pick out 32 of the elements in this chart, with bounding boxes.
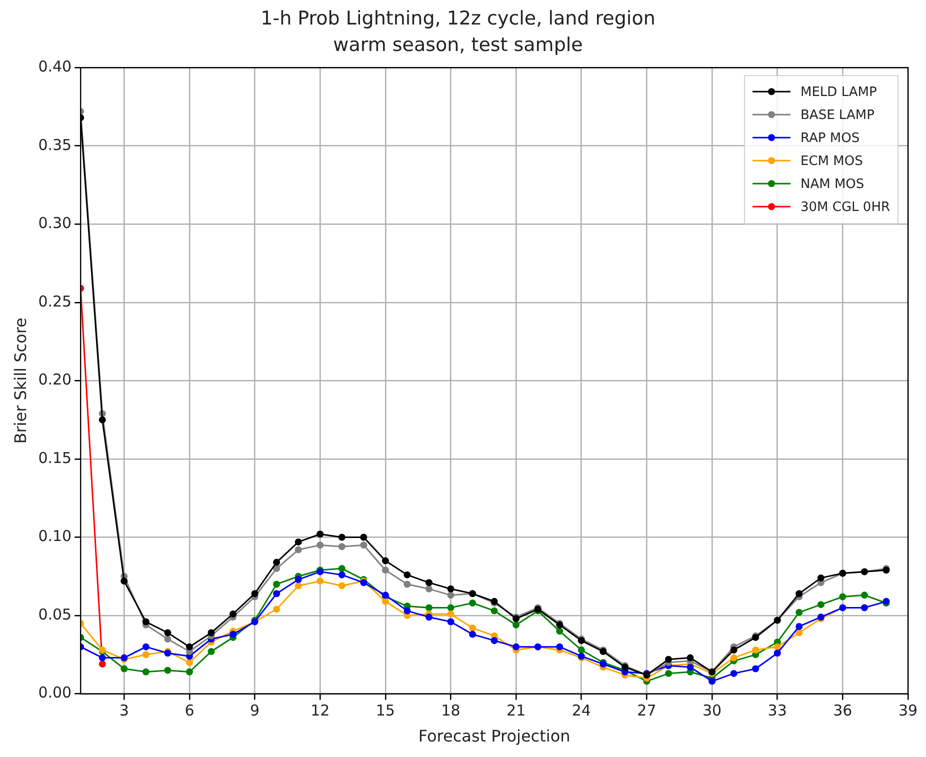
x-tick-label: 6 (184, 702, 194, 720)
x-tick-label: 39 (898, 702, 918, 720)
y-tick-label: 0.30 (38, 214, 72, 232)
y-tick-label: 0.25 (38, 292, 72, 310)
y-tick-label: 0.10 (38, 527, 72, 546)
y-tick-label: 0.35 (38, 136, 72, 154)
y-axis-title: Brier Skill Score (10, 318, 30, 444)
y-tick-label: 0.00 (38, 684, 72, 702)
x-tick-label: 24 (572, 702, 591, 720)
x-tick-label: 33 (768, 702, 787, 720)
y-tick-label: 0.05 (38, 605, 72, 624)
chart-title: 1-h Prob Lightning, 12z cycle, land region (260, 7, 656, 30)
legend-label: RAP MOS (800, 130, 860, 146)
x-tick-label: 3 (119, 702, 129, 720)
x-axis-title: Forecast Projection (418, 726, 570, 746)
y-tick-label: 0.15 (38, 448, 72, 467)
x-tick-label: 30 (702, 702, 722, 720)
legend-label: ECM MOS (800, 154, 863, 169)
x-tick-label: 12 (310, 702, 330, 720)
x-tick-label: 15 (376, 702, 395, 720)
x-tick-label: 27 (637, 702, 656, 720)
legend-label: 30M CGL 0HR (800, 200, 890, 215)
y-tick-label: 0.20 (38, 370, 72, 389)
x-tick-label: 18 (441, 702, 460, 720)
x-tick-label: 21 (506, 702, 526, 720)
x-tick-label: 36 (833, 702, 852, 720)
legend-label: MELD LAMP (800, 84, 877, 100)
chart-subtitle: warm season, test sample (333, 34, 583, 56)
legend-label: BASE LAMP (800, 108, 875, 123)
legend-label: NAM MOS (800, 176, 864, 192)
x-tick-label: 9 (250, 702, 260, 720)
y-tick-label: 0.40 (38, 57, 72, 76)
